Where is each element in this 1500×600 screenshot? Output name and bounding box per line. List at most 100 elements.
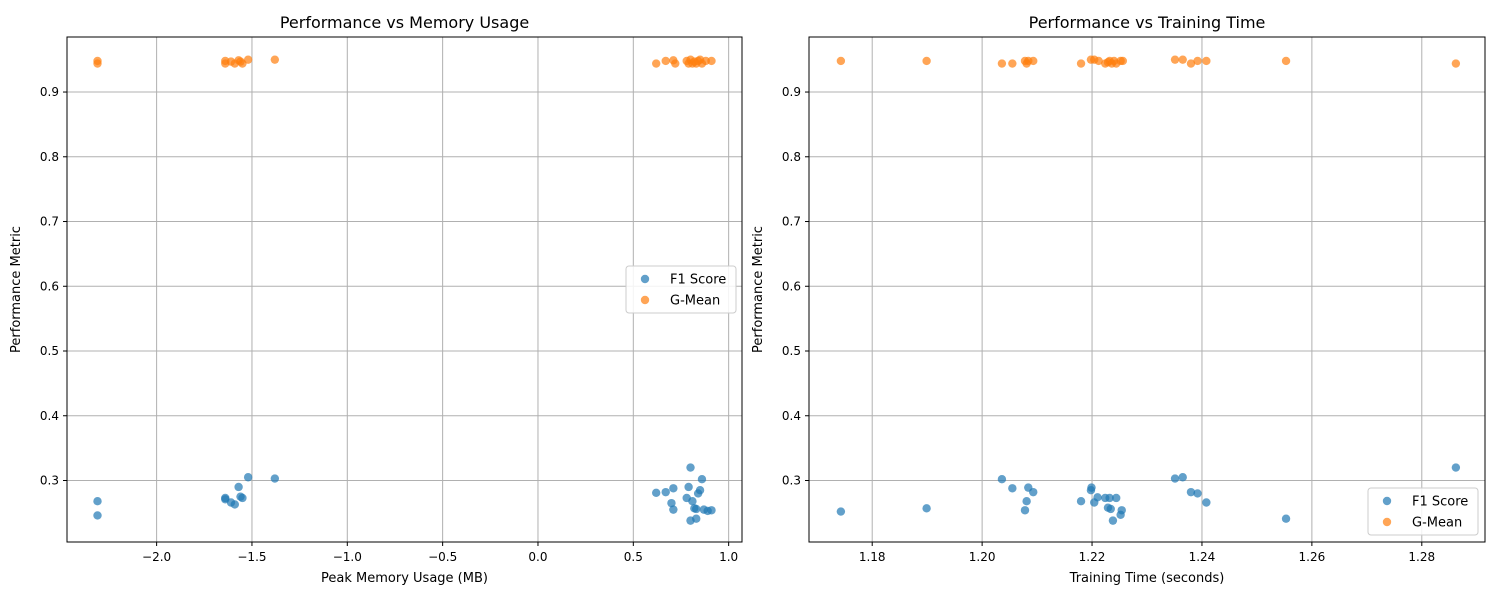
x-tick-label: −2.0: [142, 550, 171, 564]
data-point: [997, 59, 1007, 68]
x-tick-label: 1.24: [1189, 550, 1216, 564]
y-tick-label: 0.5: [40, 344, 59, 358]
data-point: [1178, 473, 1187, 482]
x-tick-label: 1.26: [1299, 550, 1326, 564]
data-point: [1281, 56, 1291, 66]
data-point: [651, 488, 661, 497]
data-point: [1008, 59, 1017, 68]
x-axis-label: Peak Memory Usage (MB): [321, 571, 488, 586]
data-point: [1108, 516, 1118, 525]
data-point: [667, 498, 676, 508]
series-f1-score: [836, 463, 1461, 525]
legend-marker: [1382, 517, 1392, 527]
y-tick-label: 0.4: [782, 409, 801, 423]
data-point: [1106, 504, 1115, 514]
data-point: [243, 55, 253, 64]
data-point: [238, 493, 247, 503]
data-point: [697, 474, 707, 484]
legend-label: G-Mean: [1412, 516, 1462, 531]
series-g-mean: [93, 55, 716, 68]
y-tick-label: 0.9: [782, 85, 801, 99]
data-point: [1008, 484, 1017, 493]
series-g-mean: [836, 55, 1461, 68]
data-point: [686, 463, 695, 472]
data-point: [1186, 59, 1196, 68]
legend: F1 Score G-Mean: [625, 265, 737, 314]
data-point: [1112, 493, 1121, 503]
data-point: [836, 507, 846, 516]
legend-marker: [640, 295, 650, 305]
series-f1-score: [93, 463, 716, 525]
data-point: [1193, 56, 1202, 66]
x-tick-label: −0.5: [428, 550, 457, 564]
data-point: [270, 55, 280, 64]
data-point: [922, 504, 931, 513]
data-point: [230, 500, 239, 509]
plot-frame: [66, 36, 743, 543]
chart-panel-2: 1.18 1.20 1.22 1.24 1.26 1.28 0.3 0.4 0.5 0.6 0.7 0…: [751, 13, 1486, 586]
y-axis-label: Performance Metric: [9, 226, 24, 353]
x-tick-label: 0.5: [624, 550, 643, 564]
data-point: [1202, 498, 1211, 507]
data-point: [1020, 506, 1030, 515]
data-point: [997, 474, 1007, 484]
data-point: [1093, 493, 1102, 502]
data-point: [1117, 506, 1126, 515]
data-point: [1118, 56, 1128, 66]
x-tick-label: 1.0: [719, 550, 738, 564]
plot-frame: [808, 36, 1486, 543]
legend-label: G-Mean: [670, 294, 720, 309]
data-point: [707, 56, 716, 66]
data-point: [1029, 487, 1038, 497]
y-tick-label: 0.7: [782, 215, 801, 229]
x-tick-label: 1.18: [859, 550, 886, 564]
y-tick-label: 0.8: [782, 150, 801, 164]
legend-label: F1 Score: [670, 273, 726, 288]
legend-box: [1367, 487, 1479, 536]
data-point: [695, 486, 705, 495]
data-point: [651, 59, 661, 68]
y-tick-label: 0.3: [782, 473, 801, 487]
data-point: [1170, 474, 1180, 483]
data-point: [234, 482, 243, 492]
x-tick-label: 1.20: [969, 550, 996, 564]
y-tick-label: 0.7: [40, 215, 59, 229]
legend-marker: [640, 274, 650, 284]
data-point: [1105, 493, 1114, 503]
chart-title: Performance vs Training Time: [1029, 13, 1266, 32]
data-point: [692, 514, 701, 523]
x-axis-label: Training Time (seconds): [1069, 571, 1225, 586]
data-point: [1076, 497, 1086, 506]
data-point: [1178, 55, 1187, 64]
data-point: [1022, 497, 1031, 506]
data-point: [1076, 59, 1086, 68]
data-point: [1094, 56, 1103, 66]
data-point: [836, 56, 846, 66]
data-point: [1451, 59, 1461, 68]
x-tick-label: 1.28: [1408, 550, 1435, 564]
data-point: [93, 511, 102, 520]
legend-label: F1 Score: [1412, 495, 1468, 510]
legend: F1 Score G-Mean: [1367, 487, 1479, 536]
legend-box: [625, 265, 737, 314]
y-tick-label: 0.5: [782, 344, 801, 358]
legend-marker: [1382, 496, 1392, 506]
data-point: [1193, 489, 1202, 498]
data-point: [270, 474, 280, 483]
data-point: [1029, 56, 1038, 66]
data-point: [669, 484, 678, 493]
data-point: [1087, 483, 1096, 492]
x-tick-label: −1.5: [237, 550, 266, 564]
data-point: [1281, 514, 1291, 523]
x-tick-label: 1.22: [1079, 550, 1106, 564]
data-point: [1202, 56, 1211, 66]
x-tick-label: −1.0: [333, 550, 362, 564]
data-point: [684, 482, 693, 492]
chart-panel-1: −2.0 −1.5 −1.0 −0.5 0.0 0.5 1.0 0.3 0.4 0.5 0.6 0.7…: [9, 13, 743, 586]
data-point: [93, 497, 102, 506]
y-tick-label: 0.6: [782, 279, 801, 293]
data-point: [661, 56, 670, 66]
chart-title: Performance vs Memory Usage: [280, 13, 529, 32]
data-point: [1451, 463, 1461, 472]
